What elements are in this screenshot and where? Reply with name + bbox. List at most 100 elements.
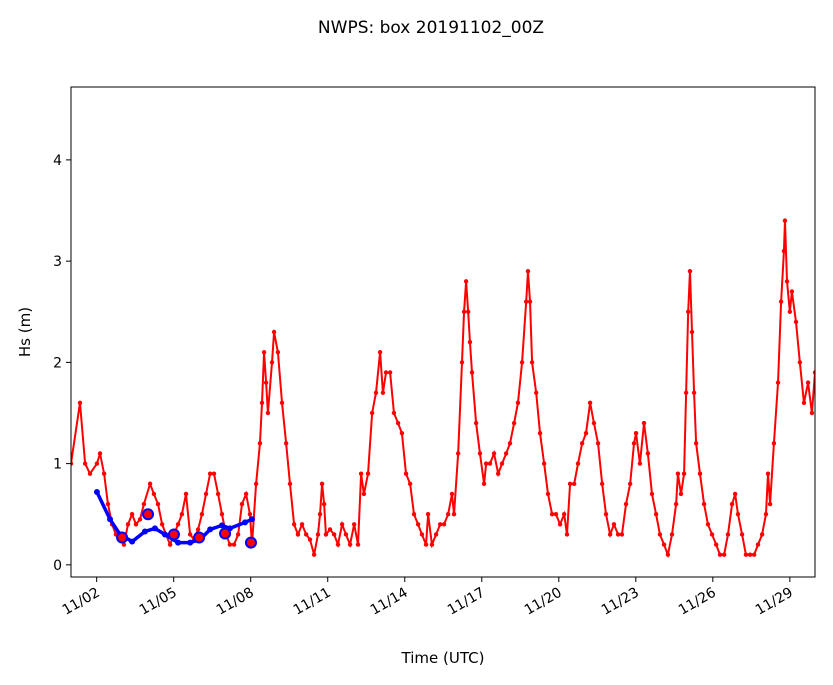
observed-point [87, 471, 93, 476]
observed-point [689, 329, 695, 335]
model-circled-point [167, 528, 180, 541]
y-axis-label: Hs (m) [16, 307, 34, 357]
observed-point [649, 491, 655, 497]
observed-point [599, 481, 605, 487]
observed-point [529, 360, 535, 365]
observed-point [183, 491, 189, 497]
observed-point [527, 299, 533, 304]
observed-point [721, 552, 727, 557]
observed-point [579, 441, 585, 446]
observed-point [437, 522, 443, 527]
x-tick-label: 11/17 [445, 585, 488, 619]
observed-point [637, 461, 643, 466]
observed-point [477, 451, 483, 456]
observed-point [461, 309, 467, 314]
observed-point [611, 522, 617, 527]
observed-point [545, 491, 551, 497]
observed-point [441, 522, 447, 527]
observed-point [755, 542, 761, 547]
observed-point [503, 451, 509, 456]
model-point [248, 516, 255, 523]
observed-point [253, 481, 259, 487]
observed-point [623, 501, 629, 507]
y-tick-label: 1 [53, 457, 62, 473]
observed-point [317, 512, 323, 517]
observed-point [747, 552, 753, 557]
observed-point [603, 512, 609, 517]
observed-point [355, 542, 361, 547]
observed-point [303, 532, 309, 537]
observed-point [358, 471, 364, 476]
observed-point [82, 461, 88, 466]
observed-point [259, 400, 265, 406]
y-tick-label: 3 [53, 254, 62, 270]
observed-point [725, 532, 731, 537]
observed-point [763, 512, 769, 517]
observed-point [455, 451, 461, 456]
observed-point [541, 461, 547, 466]
observed-point [151, 491, 157, 497]
observed-point [271, 329, 277, 335]
x-tick-label: 11/29 [753, 585, 796, 619]
observed-point [575, 461, 581, 466]
model-circled-point [142, 508, 155, 521]
observed-point [537, 431, 543, 436]
observed-point [463, 279, 469, 284]
observed-point [199, 512, 205, 517]
observed-point [533, 390, 539, 395]
observed-point [771, 441, 777, 446]
y-axis-ticks: 0 1 2 3 4 [53, 153, 71, 574]
observed-point [399, 431, 405, 436]
observed-point [219, 512, 225, 517]
observed-point [77, 400, 83, 406]
observed-point [97, 451, 103, 456]
observed-point [653, 512, 659, 517]
observed-point [339, 522, 345, 527]
observed-point [782, 218, 788, 223]
observed-point [269, 360, 275, 365]
observed-point [179, 512, 185, 517]
observed-point [687, 269, 693, 274]
axes-frame [70, 86, 816, 578]
y-tick-label: 4 [53, 153, 62, 169]
observed-point [685, 309, 691, 314]
observed-point [403, 471, 409, 476]
observed-point [681, 471, 687, 476]
model-point [175, 539, 182, 546]
observed-point [587, 400, 593, 406]
observed-point [373, 390, 379, 395]
observed-point [327, 527, 333, 532]
observed-point [231, 542, 237, 547]
observed-point [215, 491, 221, 497]
observed-point [729, 501, 735, 507]
observed-point [207, 471, 213, 476]
x-tick-label: 11/23 [599, 585, 642, 619]
observed-point [633, 431, 639, 436]
observed-point [591, 420, 597, 426]
observed-point [101, 471, 107, 476]
observed-point [265, 410, 271, 416]
observed-point [619, 532, 625, 537]
observed-point [793, 319, 799, 325]
observed-point [133, 522, 139, 527]
model-circled-point [219, 527, 232, 540]
observed-point [784, 279, 790, 284]
observed-point [767, 501, 773, 507]
observed-point [105, 501, 111, 507]
observed-point [515, 400, 521, 406]
observed-point [71, 461, 74, 466]
observed-point [759, 532, 765, 537]
observed-point [429, 542, 435, 547]
observed-point [287, 481, 293, 487]
observed-point [315, 532, 321, 537]
observed-point [693, 441, 699, 446]
observed-point [553, 512, 559, 517]
observed-point [732, 491, 738, 497]
observed-point [571, 481, 577, 487]
observed-point [195, 527, 201, 532]
observed-point [257, 441, 263, 446]
observed-point [561, 512, 567, 517]
observed-point [395, 420, 401, 426]
observed-point [812, 370, 815, 375]
